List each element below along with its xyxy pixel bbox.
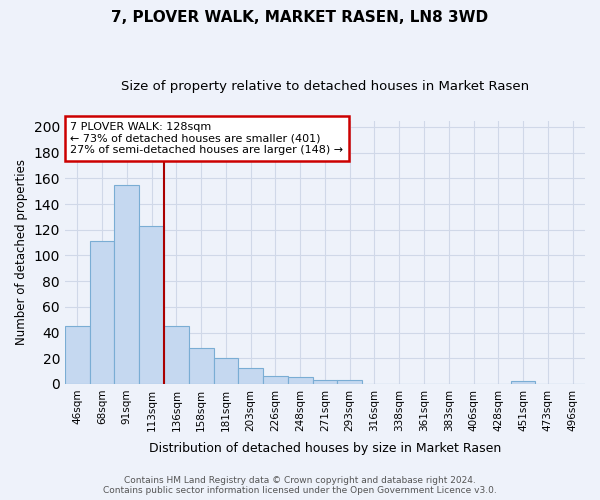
Text: Contains HM Land Registry data © Crown copyright and database right 2024.
Contai: Contains HM Land Registry data © Crown c… [103, 476, 497, 495]
Bar [164, 326, 189, 384]
Bar [65, 326, 89, 384]
Bar [313, 380, 337, 384]
Bar [89, 242, 115, 384]
Bar [238, 368, 263, 384]
Text: 7, PLOVER WALK, MARKET RASEN, LN8 3WD: 7, PLOVER WALK, MARKET RASEN, LN8 3WD [112, 10, 488, 25]
Bar [214, 358, 238, 384]
Bar [139, 226, 164, 384]
Bar [263, 376, 288, 384]
Bar [189, 348, 214, 384]
Bar [288, 378, 313, 384]
Bar [511, 382, 535, 384]
X-axis label: Distribution of detached houses by size in Market Rasen: Distribution of detached houses by size … [149, 442, 501, 455]
Y-axis label: Number of detached properties: Number of detached properties [15, 159, 28, 345]
Title: Size of property relative to detached houses in Market Rasen: Size of property relative to detached ho… [121, 80, 529, 93]
Bar [337, 380, 362, 384]
Text: 7 PLOVER WALK: 128sqm
← 73% of detached houses are smaller (401)
27% of semi-det: 7 PLOVER WALK: 128sqm ← 73% of detached … [70, 122, 343, 155]
Bar [115, 185, 139, 384]
